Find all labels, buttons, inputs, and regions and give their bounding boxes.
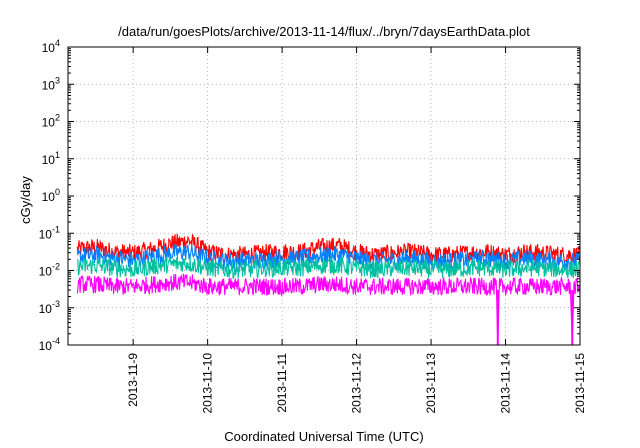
x-tick-label: 2013-11-12	[350, 353, 364, 414]
y-tick-label: 10-3	[39, 299, 60, 316]
y-tick-label: 103	[42, 75, 60, 92]
x-tick-label: 2013-11-13	[424, 353, 438, 414]
series-line-4	[76, 273, 581, 343]
x-tick-label: 2013-11-14	[499, 353, 513, 414]
y-axis-label: cGy/day	[18, 176, 33, 224]
y-tick-label: 10-4	[39, 336, 60, 353]
series-layer	[76, 233, 581, 345]
chart-title: /data/run/goesPlots/archive/2013-11-14/f…	[118, 24, 530, 39]
x-tick-label: 2013-11-10	[201, 353, 215, 414]
grid	[68, 47, 580, 345]
y-tick-label: 101	[42, 150, 60, 167]
series-line-2	[76, 243, 581, 272]
series-line-3	[76, 255, 581, 280]
y-tick-label: 10-2	[39, 262, 60, 279]
y-tick-label: 100	[42, 187, 60, 204]
y-tick-label: 10-1	[39, 224, 60, 241]
x-tick-label: 2013-11-15	[573, 353, 587, 414]
y-tick-label: 104	[42, 38, 60, 55]
axes: 10-4 10-3 10-2 10-1 100 101 102 103 104 2013-11-9…	[39, 38, 587, 414]
y-tick-label: 102	[42, 113, 60, 130]
x-tick-label: 2013-11-11	[275, 353, 289, 413]
x-tick-label: 2013-11-9	[126, 353, 140, 407]
x-axis-label: Coordinated Universal Time (UTC)	[224, 429, 423, 444]
